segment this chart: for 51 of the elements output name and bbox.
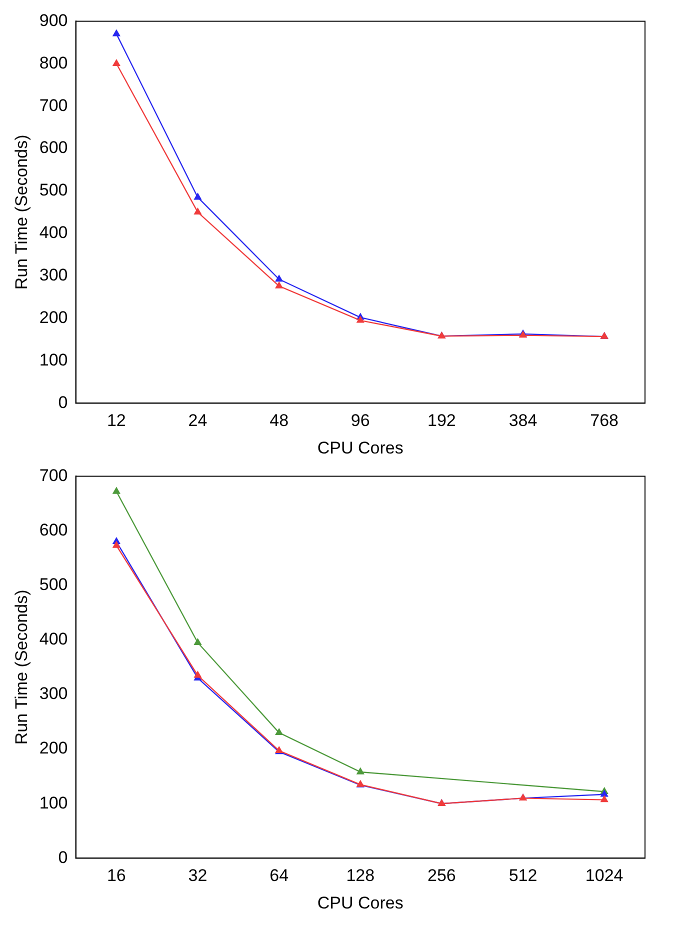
y-tick-label: 500 <box>39 180 68 200</box>
point <box>194 193 202 200</box>
x-tick-label: 96 <box>350 411 370 430</box>
y-tick-label: 600 <box>39 138 68 158</box>
point <box>275 282 283 288</box>
y-tick-label: 400 <box>39 630 68 649</box>
x-tick-label: 48 <box>270 411 289 430</box>
point <box>194 638 202 645</box>
point <box>112 60 120 66</box>
point <box>275 275 283 282</box>
y-tick-label: 300 <box>39 266 68 285</box>
y-tick-label: 600 <box>39 520 68 540</box>
point <box>356 316 364 323</box>
x-tick-label: 12 <box>106 411 126 430</box>
y-tick-label: 100 <box>39 350 68 370</box>
x-tick-label: 1024 <box>585 866 624 886</box>
y-tick-label: 0 <box>58 392 68 412</box>
point <box>112 541 120 548</box>
y-tick-label: 700 <box>39 96 68 115</box>
y-tick-label: 100 <box>39 793 68 812</box>
x-tick-label: 16 <box>106 866 126 886</box>
y-tick-label: 900 <box>39 10 68 30</box>
y-tick-label: 200 <box>39 308 68 327</box>
x-tick-label: 24 <box>188 411 208 430</box>
point <box>194 208 202 215</box>
y-tick-label: 800 <box>39 53 68 72</box>
y-tick-label: 0 <box>58 848 68 867</box>
x-axis-title: CPU Cores <box>317 438 404 458</box>
point <box>600 790 608 797</box>
y-tick-label: 500 <box>39 575 68 594</box>
x-tick-label: 768 <box>590 411 619 430</box>
y-axis-title: Run Time (Seconds) <box>12 590 31 745</box>
point <box>112 30 120 36</box>
x-tick-label: 256 <box>428 866 456 886</box>
point <box>356 768 364 774</box>
y-tick-label: 300 <box>39 684 68 704</box>
x-tick-label: 384 <box>508 411 538 430</box>
y-tick-label: 700 <box>39 466 68 485</box>
x-tick-label: 64 <box>270 866 289 886</box>
point <box>194 671 202 678</box>
x-tick-label: 512 <box>508 866 538 886</box>
point <box>275 728 283 736</box>
y-tick-label: 400 <box>39 223 68 242</box>
x-tick-label: 192 <box>428 411 456 430</box>
y-axis-title: Run Time (Seconds) <box>12 134 31 290</box>
y-tick-label: 200 <box>39 738 68 758</box>
x-tick-label: 128 <box>346 866 375 886</box>
x-tick-label: 32 <box>188 866 208 886</box>
x-axis-title: CPU Cores <box>317 893 404 912</box>
point <box>112 487 120 494</box>
point <box>600 796 608 802</box>
